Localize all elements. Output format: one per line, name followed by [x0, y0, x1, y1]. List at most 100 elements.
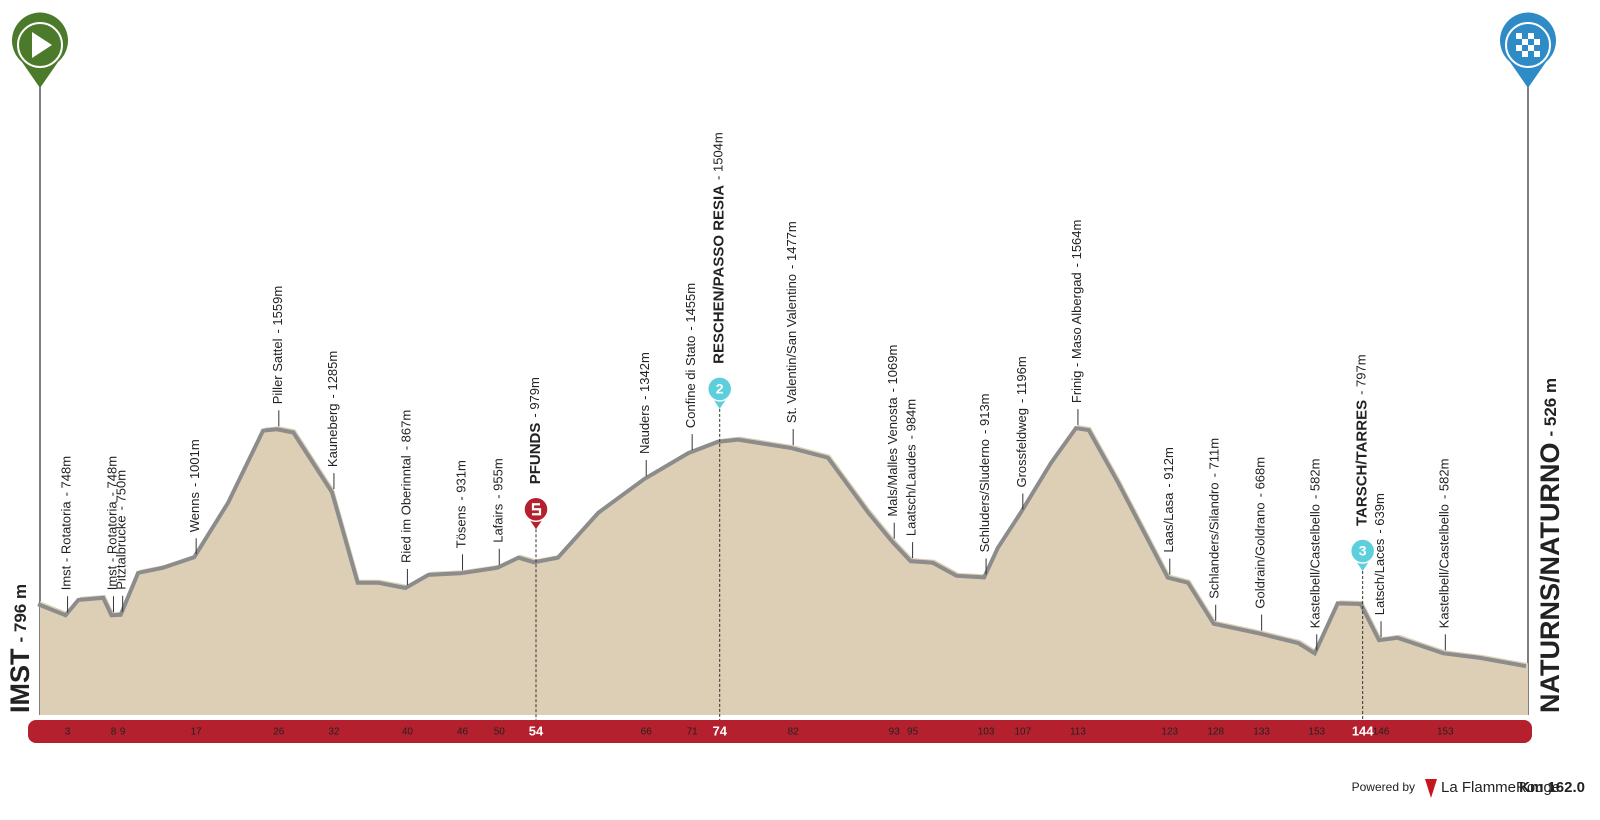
- waypoint-name: Laas/Lasa: [1161, 492, 1176, 553]
- finish-name: NATURNS/NATURNO: [1535, 443, 1565, 713]
- waypoint-name: Goldrain/Goldrano: [1253, 502, 1268, 608]
- waypoint-detail: - 1069m: [886, 345, 901, 393]
- waypoint-name: Imst - Rotatoria: [105, 501, 120, 591]
- waypoint-detail: - 867m: [399, 410, 414, 450]
- waypoint-label: Laas/Lasa - 912m: [1161, 447, 1176, 552]
- km-label: 8: [111, 727, 117, 738]
- km-label: 26: [273, 727, 285, 738]
- waypoint-name: Laatsch/Laudes: [904, 444, 919, 536]
- distance-band: [28, 720, 1532, 743]
- waypoint-name: Wenns: [188, 492, 203, 533]
- km-label: 103: [978, 727, 995, 738]
- brand-logo: [1425, 779, 1437, 798]
- km-label: 17: [191, 727, 203, 738]
- kom-category: 3: [1359, 543, 1367, 559]
- waypoint-label: Kauneberg - 1285m: [325, 351, 340, 467]
- waypoint-name: Kastelbell/Castelbello: [1308, 504, 1323, 628]
- km-label: 93: [889, 727, 901, 738]
- km-label: 107: [1014, 727, 1031, 738]
- waypoint-detail: - 750m: [114, 470, 129, 510]
- waypoint-label: Nauders - 1342m: [638, 352, 653, 454]
- waypoint-name: Confine di Stato: [684, 336, 699, 429]
- profile-area: [40, 425, 1528, 715]
- waypoint-label: Lafairs - 955m: [491, 458, 506, 543]
- waypoint-name: Frinig - Maso Albergad: [1069, 272, 1084, 403]
- sprint-glyph: [531, 503, 542, 516]
- km-label: 128: [1207, 727, 1224, 738]
- waypoint-detail: - 711m: [1207, 438, 1222, 478]
- km-label: 123: [1161, 727, 1178, 738]
- waypoint-label: Grossfeldweg - 1196m: [1014, 356, 1029, 487]
- waypoint-detail: - 1196m: [1014, 356, 1029, 403]
- waypoint-detail: - 1559m: [270, 286, 285, 334]
- waypoint-detail: - 797m: [1354, 354, 1369, 394]
- waypoint-detail: - 639m: [1372, 493, 1387, 533]
- waypoint-name: RESCHEN/PASSO RESIA: [711, 185, 728, 364]
- waypoint-name: Mals/Malles Venosta: [886, 397, 901, 517]
- waypoint-name: Imst - Rotatoria: [59, 501, 74, 591]
- waypoint-detail: - 955m: [491, 458, 506, 498]
- waypoint-label: Schlanders/Silandro - 711m: [1207, 438, 1222, 599]
- km-label: 74: [712, 723, 727, 738]
- waypoint-name: Latsch/Laces: [1372, 538, 1387, 615]
- km-label: 46: [457, 727, 469, 738]
- start-icon: [12, 12, 68, 88]
- waypoint-detail: - 912m: [1161, 447, 1176, 487]
- km-label: 144: [1352, 723, 1374, 738]
- km-label: 95: [907, 727, 919, 738]
- waypoint-name: Kauneberg: [325, 403, 340, 467]
- waypoint-detail: - 1504m: [711, 132, 726, 180]
- waypoint-label: Kastelbell/Castelbello - 582m: [1437, 459, 1452, 629]
- waypoint-label: Kastelbell/Castelbello - 582m: [1308, 459, 1323, 629]
- waypoint-label: Mals/Malles Venosta - 1069m: [886, 345, 901, 517]
- waypoint-label: RESCHEN/PASSO RESIA - 1504m: [711, 132, 728, 364]
- waypoint-name: Ried im Oberinntal: [399, 455, 414, 563]
- kom-icon: [706, 376, 733, 402]
- waypoint-name: Lafairs: [491, 503, 506, 543]
- waypoint-detail: - 1342m: [638, 352, 653, 400]
- km-label: 71: [687, 727, 699, 738]
- finish-label: NATURNS/NATURNO - 526 m: [1535, 378, 1565, 713]
- waypoint-name: Nauders: [638, 404, 653, 454]
- waypoint-name: TARSCH/TARRES: [1354, 400, 1371, 526]
- km-label: 66: [641, 727, 653, 738]
- waypoint-detail: - 1564m: [1069, 220, 1084, 268]
- start-detail: - 796 m: [11, 584, 30, 643]
- waypoint-label: Pitztalbrucke - 750m: [114, 470, 129, 590]
- waypoint-label: Wenns - 1001m: [188, 439, 203, 532]
- waypoint-detail: - 1285m: [325, 351, 340, 399]
- waypoint-detail: - 748m: [59, 456, 74, 496]
- waypoint-detail: - 984m: [904, 399, 919, 439]
- waypoint-label: Frinig - Maso Albergad - 1564m: [1069, 220, 1084, 403]
- finish-detail: - 526 m: [1541, 378, 1560, 437]
- waypoint-label: Ried im Oberinntal - 867m: [399, 410, 414, 563]
- waypoint-detail: - 913m: [978, 393, 993, 433]
- km-label: 40: [402, 727, 414, 738]
- waypoint-label: Piller Sattel - 1559m: [270, 286, 285, 404]
- start-name: IMST: [5, 648, 35, 713]
- waypoint-detail: - 748m: [105, 456, 120, 496]
- km-label: 50: [494, 727, 506, 738]
- km-label: 153: [1308, 727, 1325, 738]
- waypoint-label: PFUNDS - 979m: [527, 377, 544, 484]
- km-label: 9: [120, 727, 126, 738]
- waypoint-name: Grossfeldweg: [1014, 408, 1029, 487]
- waypoint-label: Schluders/Sluderno - 913m: [978, 393, 993, 552]
- brand: La FlammeRouge: [1441, 779, 1560, 796]
- waypoint-label: Confine di Stato - 1455m: [684, 283, 699, 428]
- profile-edge: [37, 425, 1527, 669]
- waypoint-label: St. Valentin/San Valentino - 1477m: [785, 221, 800, 423]
- waypoint-label: Tösens - 931m: [454, 460, 469, 548]
- waypoint-detail: - 582m: [1308, 459, 1323, 499]
- km-label: 153: [1437, 727, 1454, 738]
- km-label: 113: [1070, 727, 1086, 738]
- km-label: 146: [1373, 727, 1390, 738]
- powered-by: Powered by: [1352, 780, 1415, 794]
- waypoint-label: Laatsch/Laudes - 984m: [904, 399, 919, 536]
- waypoint-detail: - 1477m: [785, 221, 800, 269]
- km-label: 3: [65, 727, 71, 738]
- waypoint-detail: - 1455m: [684, 283, 699, 331]
- waypoint-detail: - 1001m: [188, 439, 203, 487]
- waypoint-detail: - 979m: [527, 377, 542, 417]
